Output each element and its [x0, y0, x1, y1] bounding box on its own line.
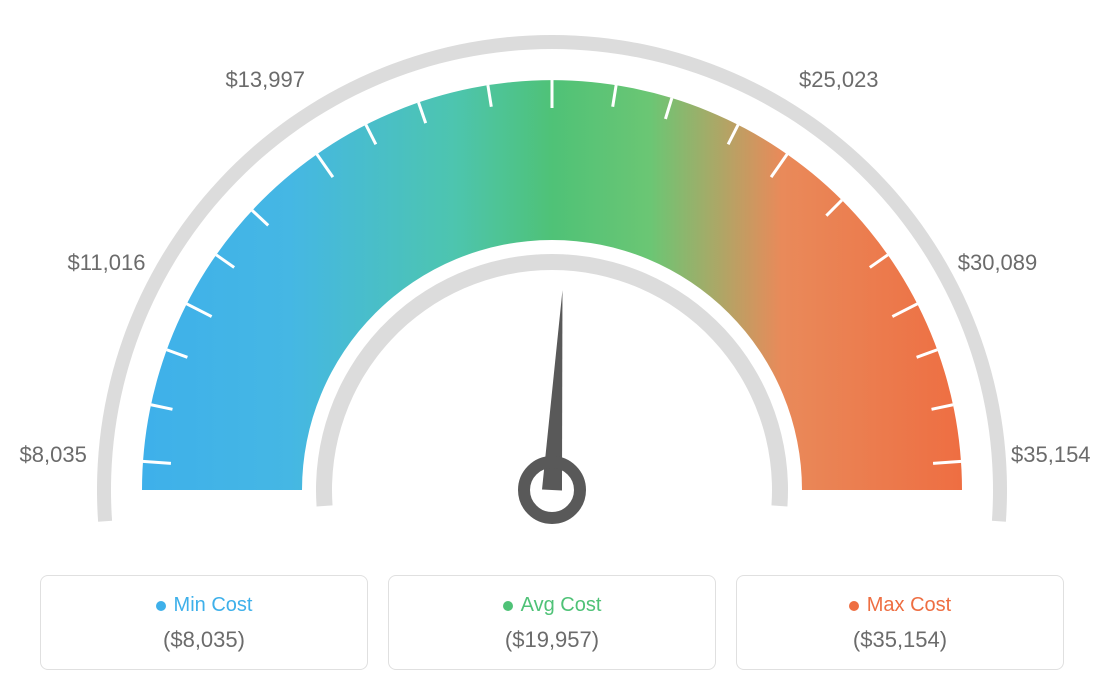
- gauge-tick-label: $25,023: [799, 67, 879, 93]
- gauge-tick-label: $13,997: [225, 67, 305, 93]
- gauge-svg: [0, 0, 1104, 540]
- legend-title-avg: Avg Cost: [503, 594, 602, 617]
- legend-value-max: ($35,154): [747, 627, 1053, 653]
- dot-icon: [156, 601, 166, 611]
- gauge-chart: $8,035 $11,016 $13,997 $19,957 $25,023 $30,08…: [0, 0, 1104, 540]
- gauge-tick-label: $8,035: [20, 442, 87, 468]
- legend-card-max: Max Cost ($35,154): [736, 575, 1064, 670]
- legend-value-min: ($8,035): [51, 627, 357, 653]
- gauge-tick-label: $30,089: [958, 250, 1038, 276]
- legend-value-avg: ($19,957): [399, 627, 705, 653]
- legend-row: Min Cost ($8,035) Avg Cost ($19,957) Max…: [40, 575, 1064, 670]
- legend-title-min: Min Cost: [156, 594, 253, 617]
- legend-title-text: Min Cost: [174, 594, 253, 617]
- legend-card-avg: Avg Cost ($19,957): [388, 575, 716, 670]
- legend-title-max: Max Cost: [849, 594, 951, 617]
- gauge-tick-label: $35,154: [1011, 442, 1091, 468]
- gauge-tick-label: $19,957: [512, 0, 592, 3]
- legend-title-text: Avg Cost: [521, 594, 602, 617]
- dot-icon: [503, 601, 513, 611]
- gauge-tick-label: $11,016: [68, 250, 146, 276]
- dot-icon: [849, 601, 859, 611]
- legend-title-text: Max Cost: [867, 594, 951, 617]
- legend-card-min: Min Cost ($8,035): [40, 575, 368, 670]
